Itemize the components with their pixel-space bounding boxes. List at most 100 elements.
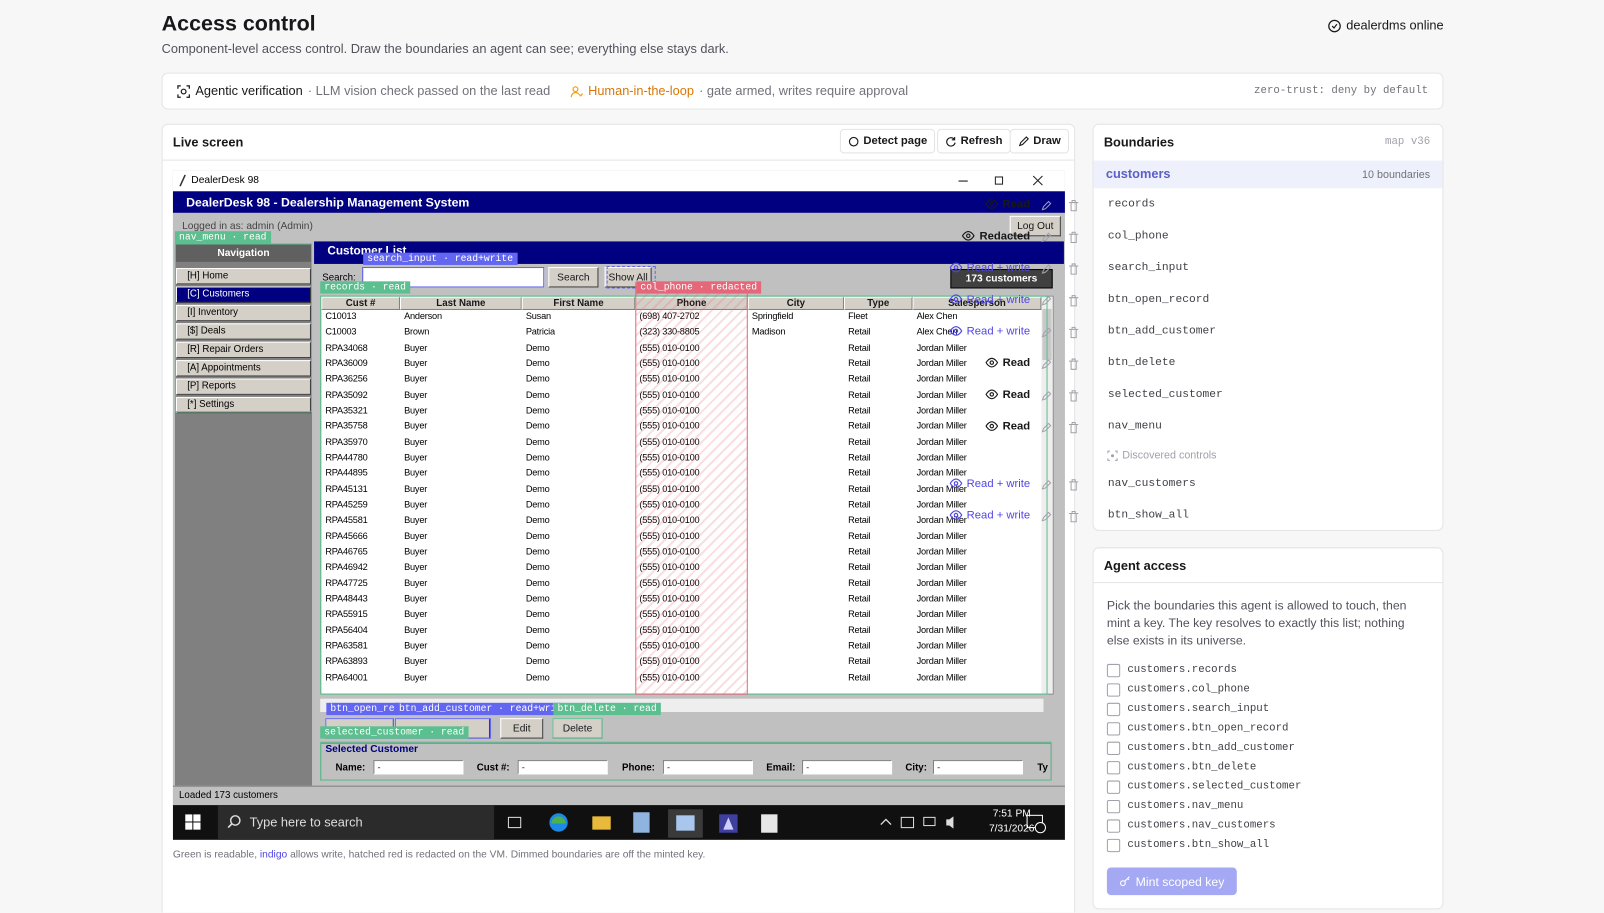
cell: Alex Chen	[916, 310, 958, 322]
checkbox[interactable]	[1106, 838, 1121, 853]
search-button[interactable]: Search	[548, 267, 599, 288]
cell: Buyer	[404, 546, 428, 557]
checkbox[interactable]	[1106, 702, 1121, 717]
notification-icon	[1026, 814, 1047, 834]
field-input[interactable]: -	[662, 760, 753, 775]
cell: Retail	[848, 499, 871, 510]
key-name: customers.search_input	[1127, 702, 1270, 716]
cell: Demo	[525, 655, 550, 667]
boundary-access[interactable]: Read + write	[949, 508, 1030, 521]
checkbox[interactable]	[1106, 722, 1121, 736]
discovered-outline	[606, 265, 656, 289]
field-input[interactable]: -	[373, 760, 464, 775]
nav-item[interactable]: [P] Reports	[175, 378, 311, 395]
cell: RPA48443	[325, 593, 368, 604]
start-icon	[185, 814, 201, 830]
access-label: Read + write	[966, 477, 1031, 490]
draw-button[interactable]: Draw	[1009, 128, 1069, 154]
cell: Jordan Miller	[916, 546, 967, 557]
boundary-access[interactable]: Read + write	[949, 293, 1030, 306]
row-actions[interactable]	[1040, 294, 1081, 312]
taskbar-search[interactable]	[217, 805, 495, 840]
nav-item[interactable]: [C] Customers	[175, 286, 311, 303]
checkbox[interactable]	[1106, 799, 1121, 814]
cell: Jordan Miller	[916, 593, 967, 604]
cell: Buyer	[404, 577, 428, 588]
refresh-button[interactable]: Refresh	[937, 128, 1011, 154]
boundary-access[interactable]: Read	[985, 356, 1030, 369]
row-actions[interactable]	[1040, 478, 1081, 496]
field-label: Ty	[1037, 762, 1048, 774]
cell: Retail	[848, 389, 871, 400]
row-actions[interactable]	[1040, 325, 1081, 343]
row-actions[interactable]	[1040, 420, 1081, 438]
nav-item[interactable]: [$] Deals	[175, 323, 311, 340]
boundaries-title: Boundaries	[1103, 135, 1175, 150]
boundary-name: nav_customers	[1107, 477, 1196, 491]
boundary-label: records · read	[320, 281, 411, 294]
field-input[interactable]: -	[932, 760, 1023, 775]
cell: Demo	[525, 467, 550, 479]
field-input[interactable]: -	[802, 760, 893, 775]
search-label: Search:	[322, 272, 356, 284]
cell: Buyer	[404, 593, 428, 604]
checkbox[interactable]	[1106, 761, 1121, 775]
cell: Buyer	[404, 373, 428, 384]
nav-item[interactable]: [A] Appointments	[175, 360, 311, 377]
boundary-label: btn_delete · read	[553, 702, 661, 716]
boundary-access[interactable]: Redacted	[962, 229, 1030, 242]
boundary-name: nav_menu	[1107, 420, 1162, 433]
boundary-name: search_input	[1107, 261, 1189, 275]
row-actions[interactable]	[1040, 509, 1081, 527]
nav-item[interactable]: [H] Home	[175, 268, 311, 285]
boundary-access[interactable]: Read + write	[949, 261, 1030, 274]
taskbar-icons	[507, 809, 778, 838]
cell: Demo	[525, 593, 550, 604]
boundary-name: records	[1107, 198, 1156, 211]
button-label: Detect page	[863, 135, 928, 148]
key-name: customers.nav_menu	[1127, 799, 1244, 813]
field-input[interactable]: -	[517, 760, 608, 775]
boundary-access[interactable]: Read	[985, 419, 1030, 432]
nav-item[interactable]: [R] Repair Orders	[175, 341, 311, 359]
boundary-name: selected_customer	[1107, 388, 1223, 402]
edit-button[interactable]: Edit	[500, 718, 544, 739]
checkbox[interactable]	[1106, 780, 1121, 794]
cell: RPA45666	[325, 530, 368, 541]
row-actions[interactable]	[1040, 230, 1081, 248]
cell: Jordan Miller	[916, 405, 967, 416]
checkbox[interactable]	[1106, 741, 1121, 755]
logout-button[interactable]: Log Out	[1009, 215, 1061, 237]
access-label: Redacted	[979, 229, 1031, 242]
checkbox[interactable]	[1106, 819, 1121, 833]
checkbox[interactable]	[1106, 663, 1121, 678]
cell: Buyer	[404, 342, 428, 353]
checkbox[interactable]	[1106, 683, 1121, 697]
row-actions[interactable]	[1040, 262, 1081, 280]
field-label: Cust #:	[476, 762, 510, 774]
cell: Buyer	[404, 405, 428, 416]
footnote-text: Green is readable,	[172, 849, 258, 861]
row-actions[interactable]	[1040, 389, 1081, 407]
cell: Jordan Miller	[916, 499, 967, 510]
hitl-note: · gate armed, writes require approval	[699, 83, 909, 99]
row-actions[interactable]	[1040, 357, 1081, 375]
discovered-heading: Discovered controls	[1122, 449, 1217, 462]
boundary-access[interactable]: Read + write	[949, 477, 1030, 490]
nav-item[interactable]: [I] Inventory	[175, 304, 311, 322]
row-actions[interactable]	[1040, 198, 1081, 216]
boundary-access[interactable]: Read + write	[949, 324, 1030, 337]
access-label: Read + write	[966, 261, 1031, 274]
boundary-access[interactable]: Read	[985, 388, 1030, 401]
button-label: Refresh	[960, 135, 1003, 148]
cell: Retail	[848, 436, 871, 447]
boundary-access[interactable]: Read	[985, 197, 1030, 210]
cell: RPA56404	[325, 624, 368, 635]
column-header: City	[747, 296, 844, 310]
mint-button[interactable]: Mint scoped key	[1106, 867, 1237, 896]
cell: Jordan Miller	[916, 483, 967, 494]
detect-button[interactable]: Detect page	[839, 128, 936, 154]
nav-item[interactable]: [*] Settings	[175, 396, 311, 414]
cell: (555) 010-0100	[639, 656, 699, 666]
cell: Jordan Miller	[916, 530, 967, 541]
